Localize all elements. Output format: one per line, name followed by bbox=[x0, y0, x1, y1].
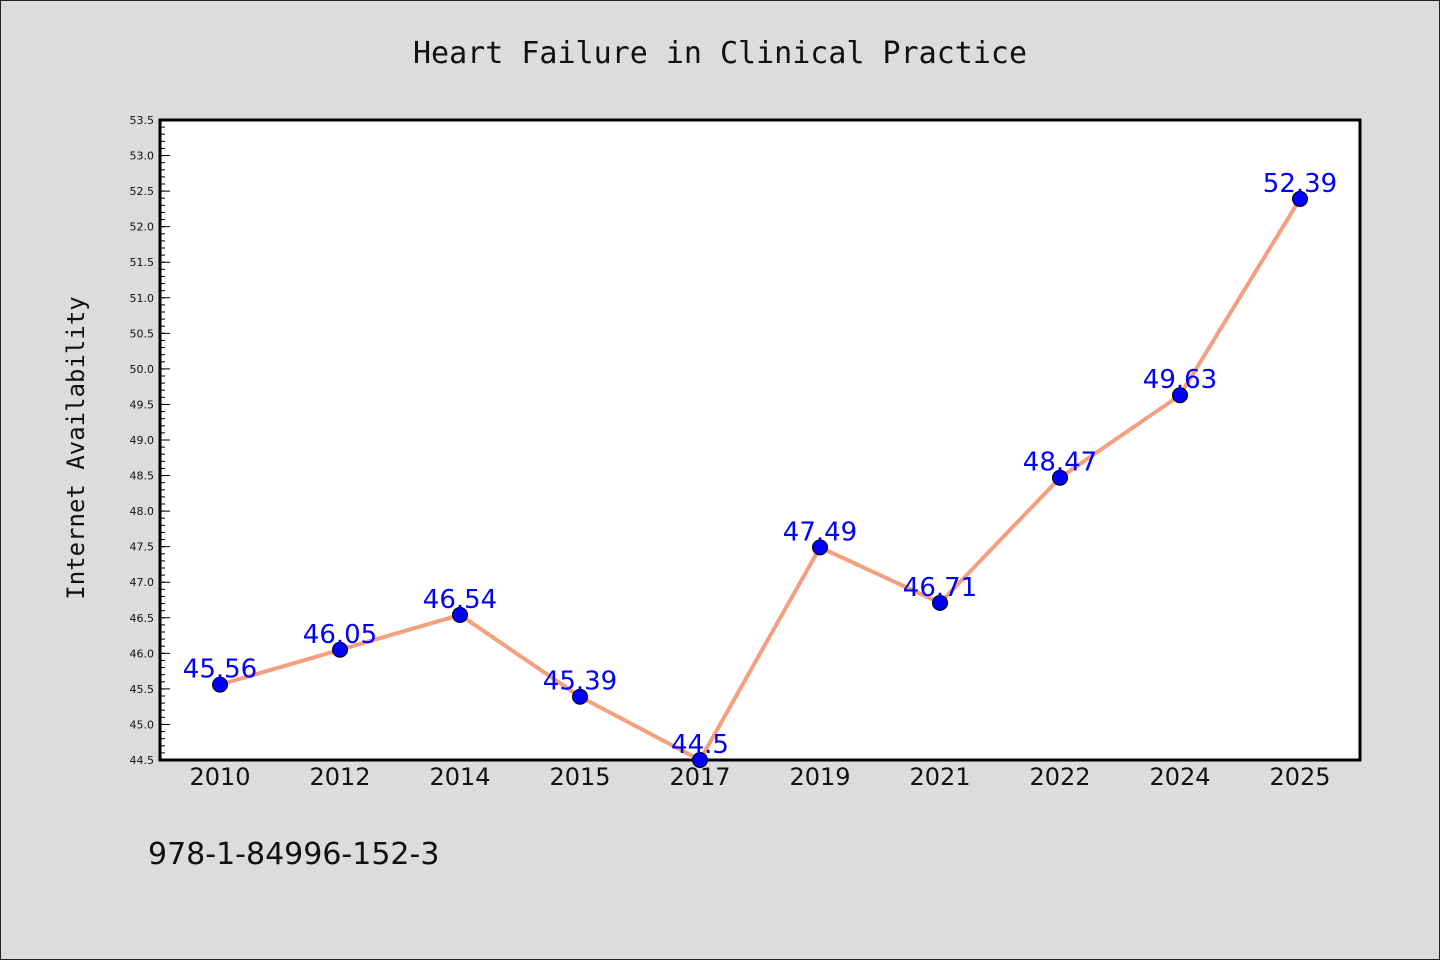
chart-title: Heart Failure in Clinical Practice bbox=[413, 36, 1027, 71]
x-tick-label: 2025 bbox=[1269, 763, 1330, 791]
x-tick-label: 2022 bbox=[1029, 763, 1090, 791]
y-tick-label: 46.5 bbox=[130, 612, 155, 625]
data-label: 44.5 bbox=[671, 730, 729, 760]
data-labels: 45.56 46.05 46.54 45.39 44.5 47.49 46.71 48.47 4… bbox=[183, 169, 1337, 760]
y-tick-label: 50.5 bbox=[130, 327, 155, 340]
x-axis: 2010 2012 2014 2015 2017 2019 2021 2022 2024 2025 bbox=[189, 763, 1330, 791]
series-line bbox=[219, 197, 1302, 762]
y-tick-label: 52.0 bbox=[130, 221, 155, 234]
data-label: 48.47 bbox=[1023, 448, 1097, 478]
data-point bbox=[932, 594, 948, 611]
data-label: 46.71 bbox=[903, 573, 977, 603]
data-label: 46.54 bbox=[423, 585, 497, 615]
x-tick-label: 2012 bbox=[309, 763, 370, 791]
y-tick-label: 47.5 bbox=[130, 541, 155, 554]
data-markers bbox=[212, 190, 1308, 768]
data-point bbox=[812, 539, 828, 556]
y-tick-label: 52.5 bbox=[130, 185, 155, 198]
y-tick-label: 44.5 bbox=[130, 754, 155, 767]
y-tick-label: 49.0 bbox=[130, 434, 155, 447]
y-tick-label: 50.0 bbox=[130, 363, 155, 376]
data-label: 47.49 bbox=[783, 517, 857, 547]
y-tick-label: 53.5 bbox=[130, 114, 155, 127]
y-tick-label: 47.0 bbox=[130, 576, 155, 589]
x-tick-label: 2019 bbox=[789, 763, 850, 791]
y-tick-label: 49.5 bbox=[130, 398, 155, 411]
x-tick-label: 2015 bbox=[549, 763, 610, 791]
y-tick-label: 45.5 bbox=[130, 683, 155, 696]
x-tick-label: 2021 bbox=[909, 763, 970, 791]
y-tick-label: 51.0 bbox=[130, 292, 155, 305]
data-point bbox=[1172, 387, 1188, 404]
y-tick-label: 46.0 bbox=[130, 647, 155, 660]
data-label: 45.39 bbox=[543, 667, 617, 697]
data-point bbox=[332, 641, 348, 658]
data-point bbox=[452, 606, 468, 623]
data-point bbox=[1292, 190, 1308, 207]
data-point bbox=[212, 676, 228, 693]
x-tick-label: 2010 bbox=[189, 763, 250, 791]
data-point bbox=[1052, 469, 1068, 486]
isbn-footer: 978-1-84996-152-3 bbox=[148, 837, 439, 872]
y-tick-label: 51.5 bbox=[130, 256, 155, 269]
data-label: 46.05 bbox=[303, 620, 377, 650]
y-tick-label: 48.5 bbox=[130, 470, 155, 483]
data-label: 45.56 bbox=[183, 655, 257, 685]
data-point bbox=[692, 752, 708, 768]
y-axis-label: Internet Availability bbox=[62, 296, 90, 599]
data-label: 49.63 bbox=[1143, 365, 1217, 395]
plot-area bbox=[158, 118, 1362, 762]
y-tick-label: 48.0 bbox=[130, 505, 155, 518]
y-tick-label: 45.0 bbox=[130, 718, 155, 731]
data-label: 52.39 bbox=[1263, 169, 1337, 199]
x-tick-label: 2014 bbox=[429, 763, 490, 791]
y-axis: 44.5 45.0 45.5 46.0 46.5 47.0 47.5 48.0 48.5 49.0… bbox=[130, 114, 170, 767]
data-point bbox=[572, 688, 588, 705]
x-tick-label: 2024 bbox=[1149, 763, 1210, 791]
y-tick-label: 53.0 bbox=[130, 150, 155, 163]
